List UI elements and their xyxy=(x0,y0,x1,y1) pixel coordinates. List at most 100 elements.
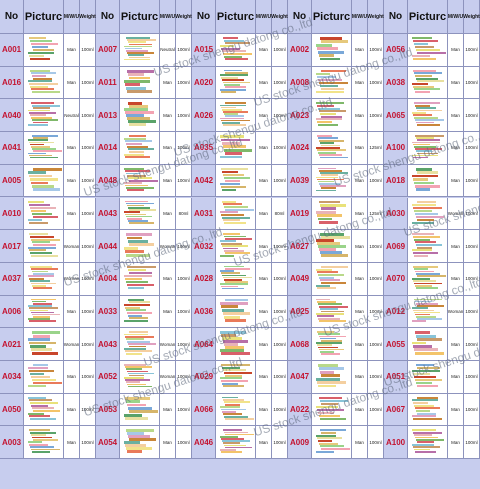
product-code: A014 xyxy=(96,132,120,165)
label-strip xyxy=(415,212,438,215)
product-code: A068 xyxy=(288,328,312,361)
label-strip xyxy=(127,117,150,120)
label-strip xyxy=(28,338,50,341)
product-picture xyxy=(408,426,448,460)
label-strip xyxy=(222,396,238,399)
product-picture xyxy=(120,66,160,100)
label-strip xyxy=(224,249,244,252)
product-picture xyxy=(312,328,352,361)
product-picture xyxy=(312,426,352,460)
product-picture xyxy=(216,361,256,394)
header-2: M/W/U xyxy=(352,0,368,34)
product-picture xyxy=(120,361,160,394)
label-strip xyxy=(128,41,146,43)
volume: 100ml xyxy=(272,132,288,165)
volume: 100ml xyxy=(368,164,384,198)
label-strip xyxy=(321,402,338,406)
label-strip xyxy=(224,221,246,224)
label-strip xyxy=(125,170,150,172)
label-strip xyxy=(415,119,444,121)
volume: 100ml xyxy=(272,230,288,263)
label-strip xyxy=(413,280,436,283)
label-strip xyxy=(128,385,152,388)
label-strip xyxy=(414,43,428,46)
label-strip xyxy=(417,396,438,399)
perfume-thumbnail xyxy=(28,69,60,96)
volume: 100ml xyxy=(464,361,480,394)
label-strip xyxy=(29,370,54,373)
header-0: No xyxy=(384,0,408,34)
label-strip xyxy=(221,364,250,367)
label-strip xyxy=(416,273,440,275)
label-strip xyxy=(413,178,428,181)
gender-type: Woman xyxy=(64,328,80,361)
label-strip xyxy=(415,270,434,273)
product-code: A035 xyxy=(192,132,216,165)
gender-type: Man xyxy=(352,328,368,361)
label-strip xyxy=(412,320,426,322)
label-strip xyxy=(316,239,334,242)
label-strip xyxy=(129,56,150,59)
label-strip xyxy=(223,124,246,126)
product-picture xyxy=(408,361,448,394)
product-code: A030 xyxy=(384,197,408,231)
label-strip xyxy=(222,440,250,442)
label-strip xyxy=(414,181,434,185)
label-strip xyxy=(220,283,248,285)
label-strip xyxy=(124,108,148,111)
label-strip xyxy=(128,286,144,290)
gender-type: Man xyxy=(256,328,272,361)
label-strip xyxy=(316,102,344,105)
product-picture xyxy=(120,328,160,361)
perfume-thumbnail xyxy=(220,233,252,259)
product-code: A007 xyxy=(96,34,120,67)
product-code: A017 xyxy=(0,230,24,263)
volume: 100ml xyxy=(272,262,288,296)
product-picture xyxy=(312,230,352,263)
label-strip xyxy=(319,154,342,157)
label-strip xyxy=(416,137,434,139)
label-strip xyxy=(29,341,56,345)
gender-type: Man xyxy=(448,66,464,100)
product-code: A037 xyxy=(0,262,24,296)
gender-type: Man xyxy=(352,66,368,100)
header-3: Weight xyxy=(463,0,480,34)
product-picture xyxy=(408,132,448,165)
gender-type: Man xyxy=(160,426,176,460)
label-strip xyxy=(224,401,250,404)
label-strip xyxy=(28,275,54,278)
gender-type: Man xyxy=(352,132,368,165)
header-3: Weight xyxy=(79,0,96,34)
label-strip xyxy=(32,75,46,78)
label-strip xyxy=(225,418,254,421)
label-strip xyxy=(30,85,48,88)
perfume-thumbnail xyxy=(316,135,348,161)
label-strip xyxy=(316,210,336,214)
label-strip xyxy=(317,300,336,303)
label-strip xyxy=(225,298,248,302)
label-strip xyxy=(128,177,152,180)
perfume-thumbnail xyxy=(316,298,348,325)
product-picture xyxy=(312,393,352,427)
label-strip xyxy=(415,91,430,94)
label-strip xyxy=(415,436,438,439)
label-strip xyxy=(30,156,58,159)
label-strip xyxy=(28,52,54,55)
label-strip xyxy=(31,43,58,46)
label-strip xyxy=(127,340,150,343)
label-strip xyxy=(125,83,140,87)
gender-type: Man xyxy=(64,197,80,231)
label-strip xyxy=(128,343,156,346)
label-strip xyxy=(129,243,154,247)
perfume-thumbnail xyxy=(412,298,444,325)
label-strip xyxy=(413,69,436,72)
label-strip xyxy=(129,345,146,348)
label-strip xyxy=(127,69,154,73)
product-picture xyxy=(120,295,160,329)
perfume-thumbnail xyxy=(28,37,60,63)
label-strip xyxy=(28,385,46,388)
label-strip xyxy=(29,443,48,446)
label-strip xyxy=(31,72,56,75)
perfume-thumbnail xyxy=(28,331,60,357)
product-code: A036 xyxy=(192,295,216,329)
